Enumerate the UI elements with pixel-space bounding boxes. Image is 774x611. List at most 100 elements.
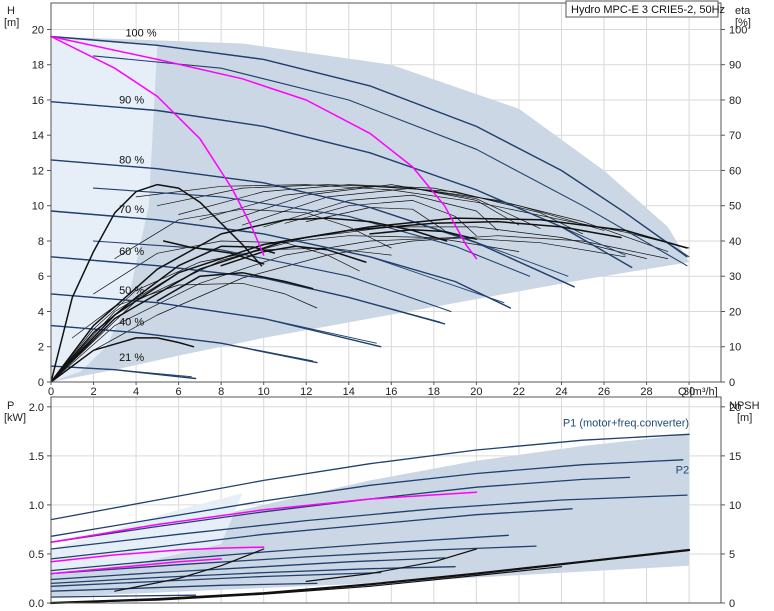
speed-label: 100 % [125, 27, 156, 39]
eta-tick-label: 30 [729, 271, 741, 283]
head-tick-label: 12 [32, 165, 44, 177]
speed-label: 40 % [119, 317, 144, 329]
head-tick-label: 16 [32, 95, 44, 107]
npsh-tick-label: 0 [729, 598, 735, 610]
power-curve-p2-x1 [50, 494, 688, 550]
bottom-left-axis-label-symbol: P [7, 400, 14, 412]
efficiency-curve-eta-10 [162, 240, 265, 265]
top-left-axis-label-unit: [m] [4, 17, 19, 29]
flow-tick-label: 22 [513, 386, 525, 398]
flow-tick-label: 20 [470, 386, 482, 398]
eta-tick-label: 70 [729, 130, 741, 142]
power-tick-label: 2.0 [29, 402, 44, 414]
duty-curve-mag-1 [50, 35, 265, 256]
flow-tick-label: 12 [300, 386, 312, 398]
npsh-curve-npsh-3 [114, 548, 265, 592]
eta-tick-label: 90 [729, 60, 741, 72]
eta-tick-label: 100 [729, 24, 747, 36]
flow-tick-label: 8 [218, 386, 224, 398]
npsh-tick-label: 15 [729, 451, 741, 463]
eta-tick-label: 0 [729, 377, 735, 389]
npsh-curve-npsh-4 [305, 548, 477, 582]
thin-efficiency-curve-tc12 [71, 282, 318, 339]
flow-tick-label: 28 [640, 386, 652, 398]
power-tick-label: 1.5 [29, 451, 44, 463]
eta-tick-label: 60 [729, 165, 741, 177]
thin-efficiency-curve-tc17 [50, 235, 669, 383]
pump-curve-pump-70 [50, 210, 512, 309]
head-tick-label: 14 [32, 130, 44, 142]
efficiency-curve-eta-5 [50, 337, 195, 383]
efficiency-curve-eta-7 [220, 245, 367, 267]
thin-efficiency-curve-tc15 [50, 226, 647, 383]
pump-curve-pump-80 [50, 159, 575, 288]
power-annotation: P2 [676, 465, 689, 477]
flow-tick-label: 30 [683, 386, 695, 398]
power-duty-curve-pmag-1 [50, 491, 478, 543]
pump-curve-pump-x2 [92, 187, 531, 277]
power-curve-p1-50 [50, 571, 382, 587]
pump-curve-pump-21 [50, 365, 197, 380]
speed-label: 70 % [119, 204, 144, 216]
flow-tick-label: 2 [90, 386, 96, 398]
duty-curve-mag-2 [50, 35, 478, 260]
bottom-plot-frame [50, 396, 722, 604]
pump-curve-pump-x3 [92, 240, 452, 313]
flow-tick-label: 24 [555, 386, 567, 398]
power-tick-label: 0.5 [29, 549, 44, 561]
flow-tick-label: 10 [258, 386, 270, 398]
head-tick-label: 10 [32, 201, 44, 213]
top-plot-frame [50, 2, 722, 383]
pump-curve-pump-50 [50, 293, 382, 348]
power-duty-curve-pmag-2 [50, 546, 265, 563]
chart-title-box [565, 0, 719, 18]
thin-efficiency-curve-tc4 [199, 185, 584, 235]
speed-label: 90 % [119, 94, 144, 106]
pump-curve-pump-100 [50, 35, 688, 258]
efficiency-curve-eta-8 [50, 245, 276, 383]
eta-tick-label: 40 [729, 236, 741, 248]
eta-tick-label: 50 [729, 201, 741, 213]
chart-title: Hydro MPC-E 3 CRIE5-2, 50Hz [571, 4, 725, 16]
speed-label: 50 % [119, 285, 144, 297]
flow-tick-label: 4 [133, 386, 139, 398]
npsh-tick-label: 5 [729, 549, 735, 561]
efficiency-curve-eta-1 [50, 183, 263, 383]
bottom-right-axis-label-unit: [m] [737, 412, 752, 424]
npsh-curve-npsh-2 [50, 566, 563, 604]
speed-label: 80 % [119, 154, 144, 166]
speed-label: 21 % [119, 352, 144, 364]
power-curve-p1-60 [50, 557, 446, 581]
head-tick-label: 2 [38, 342, 44, 354]
power-curve-p1-70 [50, 534, 509, 572]
head-tick-label: 8 [38, 236, 44, 248]
flow-tick-label: 18 [428, 386, 440, 398]
bottom-right-axis-label-symbol: NPSH [729, 400, 760, 412]
power-curve-p1-80 [50, 508, 573, 560]
flow-tick-label: 0 [48, 386, 54, 398]
power-annotation: P1 (motor+freq.converter) [563, 417, 689, 429]
bottom-left-axis-label-unit: [kW] [4, 412, 26, 424]
eta-tick-label: 20 [729, 306, 741, 318]
performance-plot: 100 %90 %80 %70 %60 %50 %40 %21 %0246810… [32, 2, 747, 398]
thin-efficiency-curve-tc11 [93, 240, 360, 295]
head-tick-label: 0 [38, 377, 44, 389]
thin-efficiency-curve-tc1 [135, 184, 690, 249]
power-tick-label: 0.0 [29, 598, 44, 610]
npsh-tick-label: 10 [729, 500, 741, 512]
power-curve-p1-100 [50, 433, 690, 521]
power-duty-curve-pmag-3 [50, 558, 222, 575]
power-curve-p1-40 [50, 582, 318, 592]
speed-label: 60 % [119, 246, 144, 258]
power-curve-p1-21 [50, 594, 197, 598]
flow-tick-label: 16 [385, 386, 397, 398]
thin-efficiency-curve-tc3 [178, 184, 605, 231]
thin-efficiency-curve-tc7 [263, 194, 499, 231]
eta-tick-label: 10 [729, 342, 741, 354]
power-tick-label: 1.0 [29, 500, 44, 512]
eta-tick-label: 80 [729, 95, 741, 107]
flow-tick-label: 26 [598, 386, 610, 398]
head-tick-label: 4 [38, 306, 44, 318]
power-curve-p2-x2 [50, 545, 537, 575]
